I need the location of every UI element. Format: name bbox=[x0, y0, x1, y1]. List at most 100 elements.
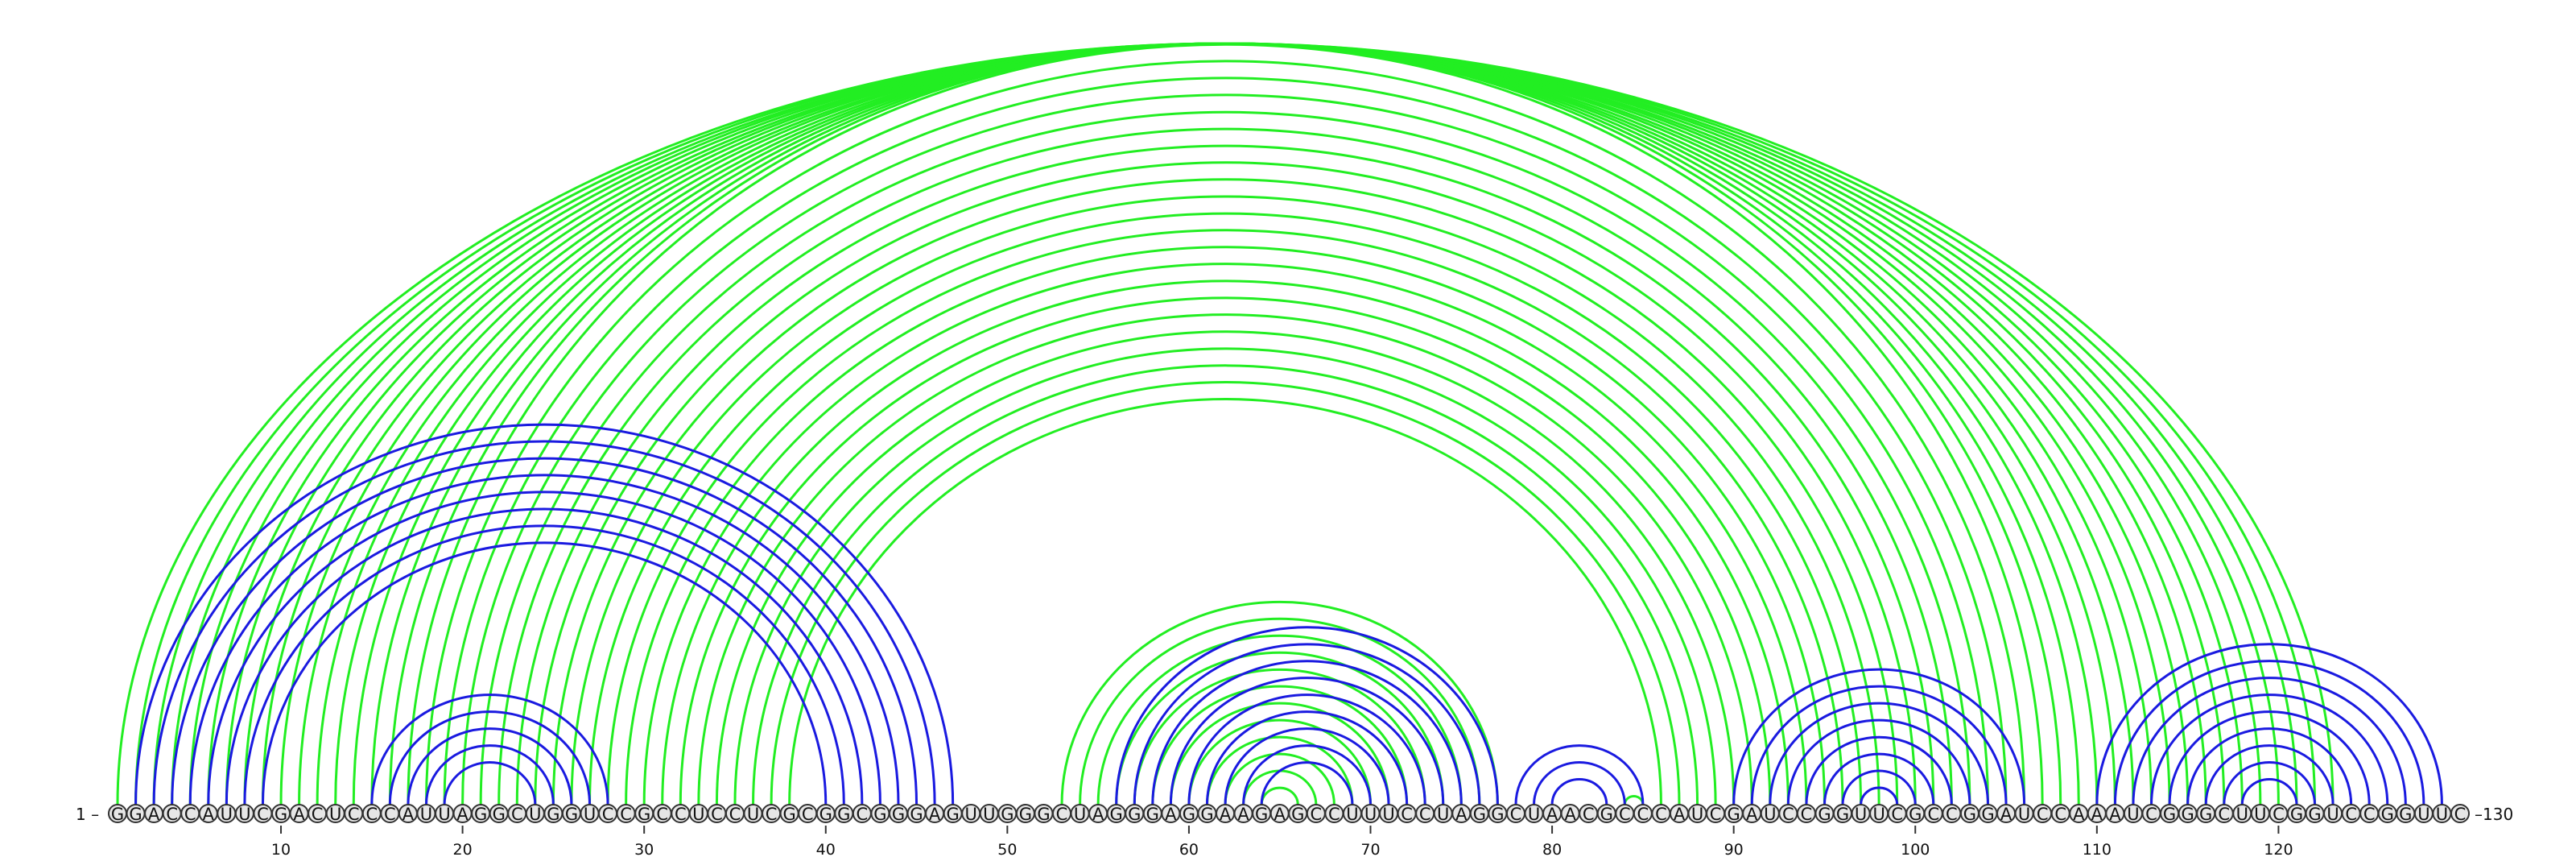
nucleotide-letter: U bbox=[2127, 805, 2139, 824]
green-pair-arc bbox=[770, 381, 1681, 805]
nucleotide-letter: C bbox=[511, 805, 523, 824]
nucleotide-letter: G bbox=[1600, 805, 1613, 824]
nucleotide-letter: A bbox=[1220, 805, 1232, 824]
blue-pair-arc bbox=[1823, 753, 1935, 805]
nucleotide-letter: C bbox=[384, 805, 396, 824]
nucleotide-letter: G bbox=[1836, 805, 1849, 824]
green-pair-arc bbox=[1224, 752, 1335, 805]
tick-label: 40 bbox=[816, 841, 836, 857]
nucleotide-letter: U bbox=[1764, 805, 1776, 824]
blue-pair-arc bbox=[1169, 677, 1445, 805]
green-pair-arc bbox=[551, 178, 1899, 805]
nucleotide-letter: G bbox=[1491, 805, 1504, 824]
green-pair-arc bbox=[1117, 652, 1443, 805]
tick-label: 10 bbox=[271, 841, 291, 857]
nucleotide-letter: A bbox=[1274, 805, 1286, 824]
nucleotide-letter: A bbox=[1165, 805, 1177, 824]
green-pair-arc bbox=[1151, 685, 1409, 805]
nucleotide-letter: C bbox=[1056, 805, 1068, 824]
nucleotide-letter: A bbox=[148, 805, 160, 824]
nucleotide-letter: C bbox=[2345, 805, 2357, 824]
nucleotide-letter: G bbox=[2290, 805, 2303, 824]
nucleotide-letter: U bbox=[1691, 805, 1703, 824]
blue-pair-arc bbox=[188, 474, 900, 805]
tick-label: 60 bbox=[1179, 841, 1199, 857]
nucleotide-letter: A bbox=[1746, 805, 1758, 824]
green-pair-arc bbox=[570, 195, 1880, 805]
tick-label: 20 bbox=[453, 841, 473, 857]
nucleotide-letter: C bbox=[2363, 805, 2376, 824]
nucleotide-letter: C bbox=[365, 805, 378, 824]
nucleotide-letter: G bbox=[547, 805, 559, 824]
nucleotide-letter: C bbox=[1637, 805, 1649, 824]
nucleotide-letter: U bbox=[1437, 805, 1449, 824]
blue-pair-arc bbox=[225, 508, 864, 805]
nucleotide-letter: C bbox=[675, 805, 687, 824]
blue-pair-arc bbox=[1260, 761, 1354, 805]
green-pair-arc bbox=[136, 43, 2315, 805]
nucleotide-letter: C bbox=[166, 805, 178, 824]
nucleotide-letter: A bbox=[1092, 805, 1104, 824]
green-pair-arc bbox=[661, 279, 1790, 805]
nucleotide-letter: C bbox=[1401, 805, 1413, 824]
nucleotide-letter: G bbox=[837, 805, 850, 824]
nucleotide-letter: G bbox=[1255, 805, 1268, 824]
tick-label: 50 bbox=[997, 841, 1017, 857]
green-pair-arc bbox=[317, 43, 2133, 805]
nucleotide-letter: A bbox=[2073, 805, 2085, 824]
nucleotide-letter: C bbox=[656, 805, 668, 824]
green-pair-arc bbox=[1187, 719, 1373, 805]
blue-pair-arc bbox=[1769, 702, 1989, 805]
end-position-label: –130 bbox=[2475, 805, 2513, 824]
nucleotide-letter: C bbox=[711, 805, 723, 824]
blue-pair-arc bbox=[1514, 744, 1645, 805]
nucleotide-letter: G bbox=[2199, 805, 2212, 824]
nucleotide-letter: U bbox=[2326, 805, 2339, 824]
tick-label: 30 bbox=[634, 841, 654, 857]
blue-pair-arc bbox=[152, 440, 936, 805]
nucleotide-letter: G bbox=[873, 805, 886, 824]
nucleotide-letter: G bbox=[565, 805, 578, 824]
nucleotide-letter: G bbox=[474, 805, 487, 824]
nucleotide-letter: C bbox=[857, 805, 869, 824]
nucleotide-letter: C bbox=[766, 805, 778, 824]
nucleotide-letter: C bbox=[312, 805, 324, 824]
blue-pair-arc bbox=[1115, 626, 1499, 805]
blue-pair-arc bbox=[2240, 778, 2298, 805]
blue-pair-arc bbox=[424, 744, 555, 805]
blue-pair-arc bbox=[2186, 727, 2353, 805]
nucleotide-letter: G bbox=[2181, 805, 2194, 824]
nucleotide-letter: G bbox=[638, 805, 650, 824]
nucleotide-letter: U bbox=[2417, 805, 2429, 824]
nucleotide-letter: C bbox=[1710, 805, 1722, 824]
nucleotide-letter: U bbox=[1872, 805, 1885, 824]
blue-pair-arc bbox=[1205, 710, 1409, 805]
nucleotide-letter: G bbox=[819, 805, 832, 824]
green-pair-arc bbox=[352, 42, 2099, 805]
green-pair-arc bbox=[1133, 668, 1426, 805]
nucleotide-letter: G bbox=[1110, 805, 1123, 824]
blue-pair-arc bbox=[1533, 761, 1626, 805]
green-pair-arc bbox=[752, 364, 1699, 805]
position-axis: 10 20 30 40 50 60 70 80 90 100 110 120 bbox=[271, 826, 2293, 857]
nucleotide-letter: C bbox=[620, 805, 632, 824]
green-pair-arc bbox=[1623, 795, 1645, 805]
blue-pair-arc bbox=[1187, 693, 1426, 805]
nucleotide-letter: U bbox=[2254, 805, 2266, 824]
nucleotide-letter: G bbox=[1001, 805, 1013, 824]
green-pair-arc bbox=[388, 42, 2062, 805]
tick-label: 90 bbox=[1724, 841, 1744, 857]
nucleotide-letter: C bbox=[1510, 805, 1522, 824]
nucleotide-letter: G bbox=[2163, 805, 2176, 824]
green-pair-arc bbox=[208, 43, 2243, 805]
green-pair-arc bbox=[642, 263, 1808, 805]
nucleotide-letter: A bbox=[1674, 805, 1686, 824]
nucleotide-letter: U bbox=[238, 805, 250, 824]
nucleotide-letter: C bbox=[602, 805, 614, 824]
nucleotide-letter: U bbox=[747, 805, 759, 824]
nucleotide-letter: C bbox=[1655, 805, 1667, 824]
blue-arc-group bbox=[136, 424, 2443, 805]
nucleotide-letter: G bbox=[493, 805, 506, 824]
